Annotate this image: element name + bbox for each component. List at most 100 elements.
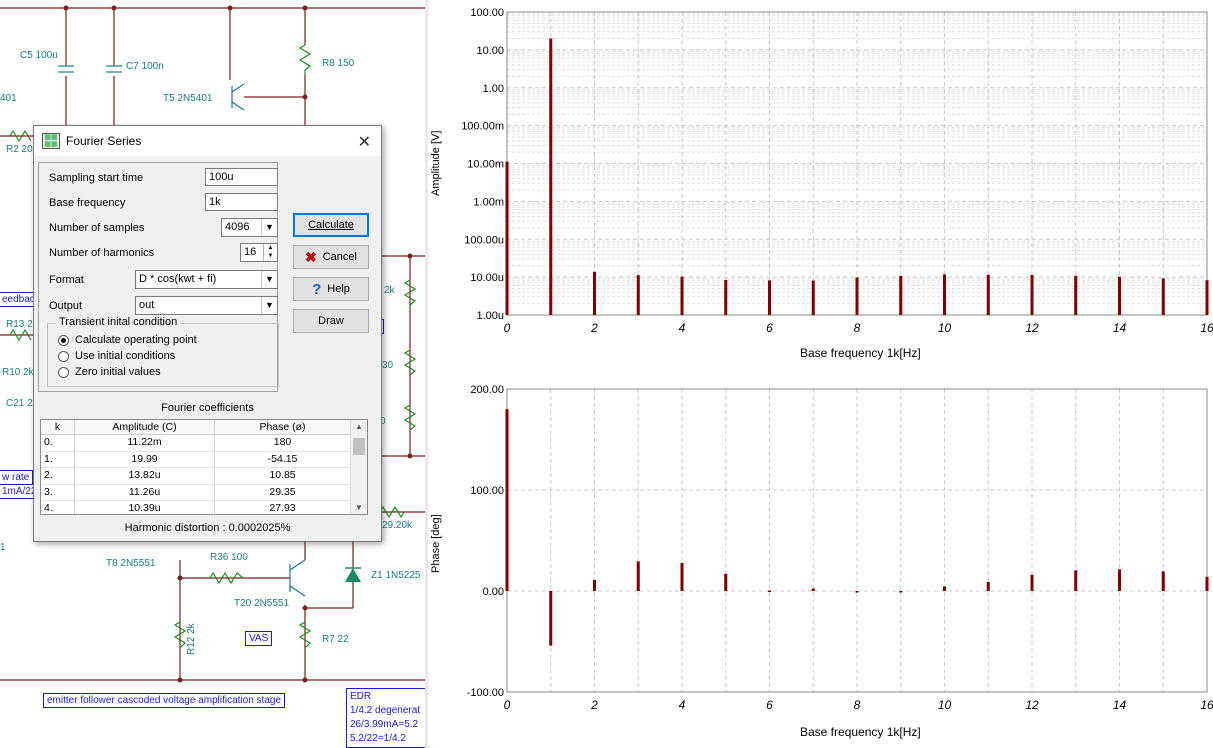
bar xyxy=(1118,276,1121,315)
phase-chart[interactable]: 200.00 100.00 0.00 -100.00 0 2 4 6 8 10 12 14 16 Pha… xyxy=(428,375,1213,748)
amplitude-chart[interactable]: 100.00 10.00 1.00 100.00m 10.00m 1.00m 100.00u… xyxy=(428,0,1213,370)
bar xyxy=(811,588,815,591)
chevron-down-icon[interactable]: ▼ xyxy=(261,297,277,314)
label-r10: R10 2k xyxy=(2,367,34,378)
bar xyxy=(1030,274,1034,315)
label-r13: R13 2 xyxy=(6,319,33,330)
pane-divider[interactable] xyxy=(425,0,428,748)
num-samples-select[interactable]: 4096 ▼ xyxy=(221,218,278,237)
emitter-follower-box[interactable]: emitter follower cascoded voltage amplif… xyxy=(43,693,286,708)
cell-amplitude: 10.39u xyxy=(75,501,215,514)
cell-phase: 10.85 xyxy=(215,468,351,484)
y-tick-label: 1.00m xyxy=(473,196,504,208)
output-label: Output xyxy=(49,300,83,312)
spin-arrows-icon[interactable]: ▲ ▼ xyxy=(263,244,277,261)
bar xyxy=(1161,278,1165,315)
phase-axis-label: Phase [deg] xyxy=(430,514,442,573)
phase-x-axis-label: Base frequency 1k[Hz] xyxy=(800,725,921,739)
label-c21: C21 2 xyxy=(6,398,33,409)
distortion-label: Harmonic distortion : xyxy=(124,522,226,534)
close-icon[interactable]: ✕ xyxy=(357,134,371,151)
radio-use-initial-conditions[interactable]: Use initial conditions xyxy=(58,350,175,362)
base-frequency-input[interactable]: 1k xyxy=(205,193,278,211)
table-row[interactable]: 3. 11.26u 29.35 xyxy=(41,484,367,501)
bar xyxy=(549,591,553,646)
bar xyxy=(724,279,728,315)
coefficients-table[interactable]: k Amplitude (C) Phase (ø) 0. 11.22m 180 … xyxy=(40,419,368,515)
table-row[interactable]: 1. 19.99 -54.15 xyxy=(41,451,367,468)
bar xyxy=(593,580,596,591)
format-select[interactable]: D * cos(kwt + fi) ▼ xyxy=(135,270,278,289)
draw-button[interactable]: Draw xyxy=(293,309,369,333)
num-harmonics-label: Number of harmonics xyxy=(49,247,155,259)
chevron-down-icon[interactable]: ▼ xyxy=(261,219,277,236)
bar xyxy=(811,280,815,315)
bar xyxy=(1118,569,1121,591)
column-header-k[interactable]: k xyxy=(41,420,75,434)
bar xyxy=(505,409,509,591)
slew-rate-box[interactable]: w rate xyxy=(0,470,34,485)
cell-amplitude: 13.82u xyxy=(75,468,215,484)
cell-amplitude: 11.26u xyxy=(75,484,215,500)
amplitude-x-axis-label: Base frequency 1k[Hz] xyxy=(800,346,921,360)
calculate-button[interactable]: Calculate xyxy=(293,213,369,237)
cell-amplitude: 11.22m xyxy=(75,435,215,451)
table-row[interactable]: 2. 13.82u 10.85 xyxy=(41,468,367,485)
y-tick-label: 10.00 xyxy=(476,45,504,57)
label-r29: 29.20k xyxy=(382,520,413,531)
radio-calculate-operating-point[interactable]: Calculate operating point xyxy=(58,334,197,346)
num-samples-value: 4096 xyxy=(225,221,250,233)
bar xyxy=(768,590,771,592)
radio-selected-icon[interactable] xyxy=(58,334,69,346)
y-tick-label: 100.00 xyxy=(470,485,504,497)
radio-zero-initial-values[interactable]: Zero initial values xyxy=(58,366,161,378)
table-scrollbar[interactable]: ▲ ▼ xyxy=(350,420,367,514)
bar xyxy=(505,161,509,315)
label-r7: R7 22 xyxy=(322,634,349,645)
num-harmonics-stepper[interactable]: 16 ▲ ▼ xyxy=(240,243,278,262)
column-header-phase[interactable]: Phase (ø) xyxy=(215,420,351,434)
bar xyxy=(1030,574,1034,591)
chevron-down-icon[interactable]: ▼ xyxy=(355,503,363,512)
radio-empty-icon[interactable] xyxy=(58,366,69,378)
chevron-down-icon[interactable]: ▼ xyxy=(261,271,277,288)
schematic-wires xyxy=(0,5,427,683)
table-row[interactable]: 4. 10.39u 27.93 xyxy=(41,501,367,514)
scroll-thumb[interactable] xyxy=(353,438,365,455)
cell-k: 1. xyxy=(41,451,75,467)
bar xyxy=(636,275,640,315)
column-header-amplitude[interactable]: Amplitude (C) xyxy=(75,420,215,434)
base-frequency-label: Base frequency xyxy=(49,197,126,209)
chevron-up-icon[interactable]: ▲ xyxy=(355,422,363,431)
y-tick-label: -100.00 xyxy=(467,687,504,699)
output-select[interactable]: out ▼ xyxy=(135,296,278,315)
y-tick-label: 10.00m xyxy=(467,159,504,171)
fourier-series-dialog: ▦▦ ▦▦ Fourier Series ✕ Sampling start tim… xyxy=(33,125,382,542)
app-icon: ▦▦ ▦▦ xyxy=(42,133,60,149)
format-label: Format xyxy=(49,274,84,286)
dialog-titlebar[interactable]: ▦▦ ▦▦ Fourier Series ✕ xyxy=(34,126,381,156)
cancel-button[interactable]: ✖ Cancel xyxy=(293,245,369,269)
bar xyxy=(768,280,771,315)
radio-label: Use initial conditions xyxy=(75,350,176,362)
bar xyxy=(680,562,684,591)
cancel-label: Cancel xyxy=(322,251,357,263)
cell-k: 4. xyxy=(41,501,75,514)
x-tick-label: 16 xyxy=(1200,321,1213,335)
table-row[interactable]: 0. 11.22m 180 xyxy=(41,435,367,452)
y-tick-label: 100.00m xyxy=(461,121,504,133)
vas-box[interactable]: VAS xyxy=(245,631,273,646)
y-tick-label: 1.00 xyxy=(483,83,504,95)
bar xyxy=(899,591,903,593)
y-tick-label: 100.00 xyxy=(470,7,504,19)
edr-line: 1/4.2 degenerat xyxy=(350,705,421,716)
help-button[interactable]: ? Help xyxy=(293,277,369,301)
edr-note-box[interactable]: EDR 1/4.2 degenerat 26/3.99mA=5.2 5.2/22… xyxy=(346,688,426,748)
x-tick-label: 6 xyxy=(766,321,773,335)
cell-phase: 29.35 xyxy=(215,484,351,500)
radio-empty-icon[interactable] xyxy=(58,350,69,362)
bar xyxy=(899,275,903,315)
sampling-start-input[interactable]: 100u xyxy=(205,168,278,186)
y-tick-label: 100.00u xyxy=(464,234,504,246)
settings-panel: Sampling start time 100u Base frequency … xyxy=(38,162,279,392)
